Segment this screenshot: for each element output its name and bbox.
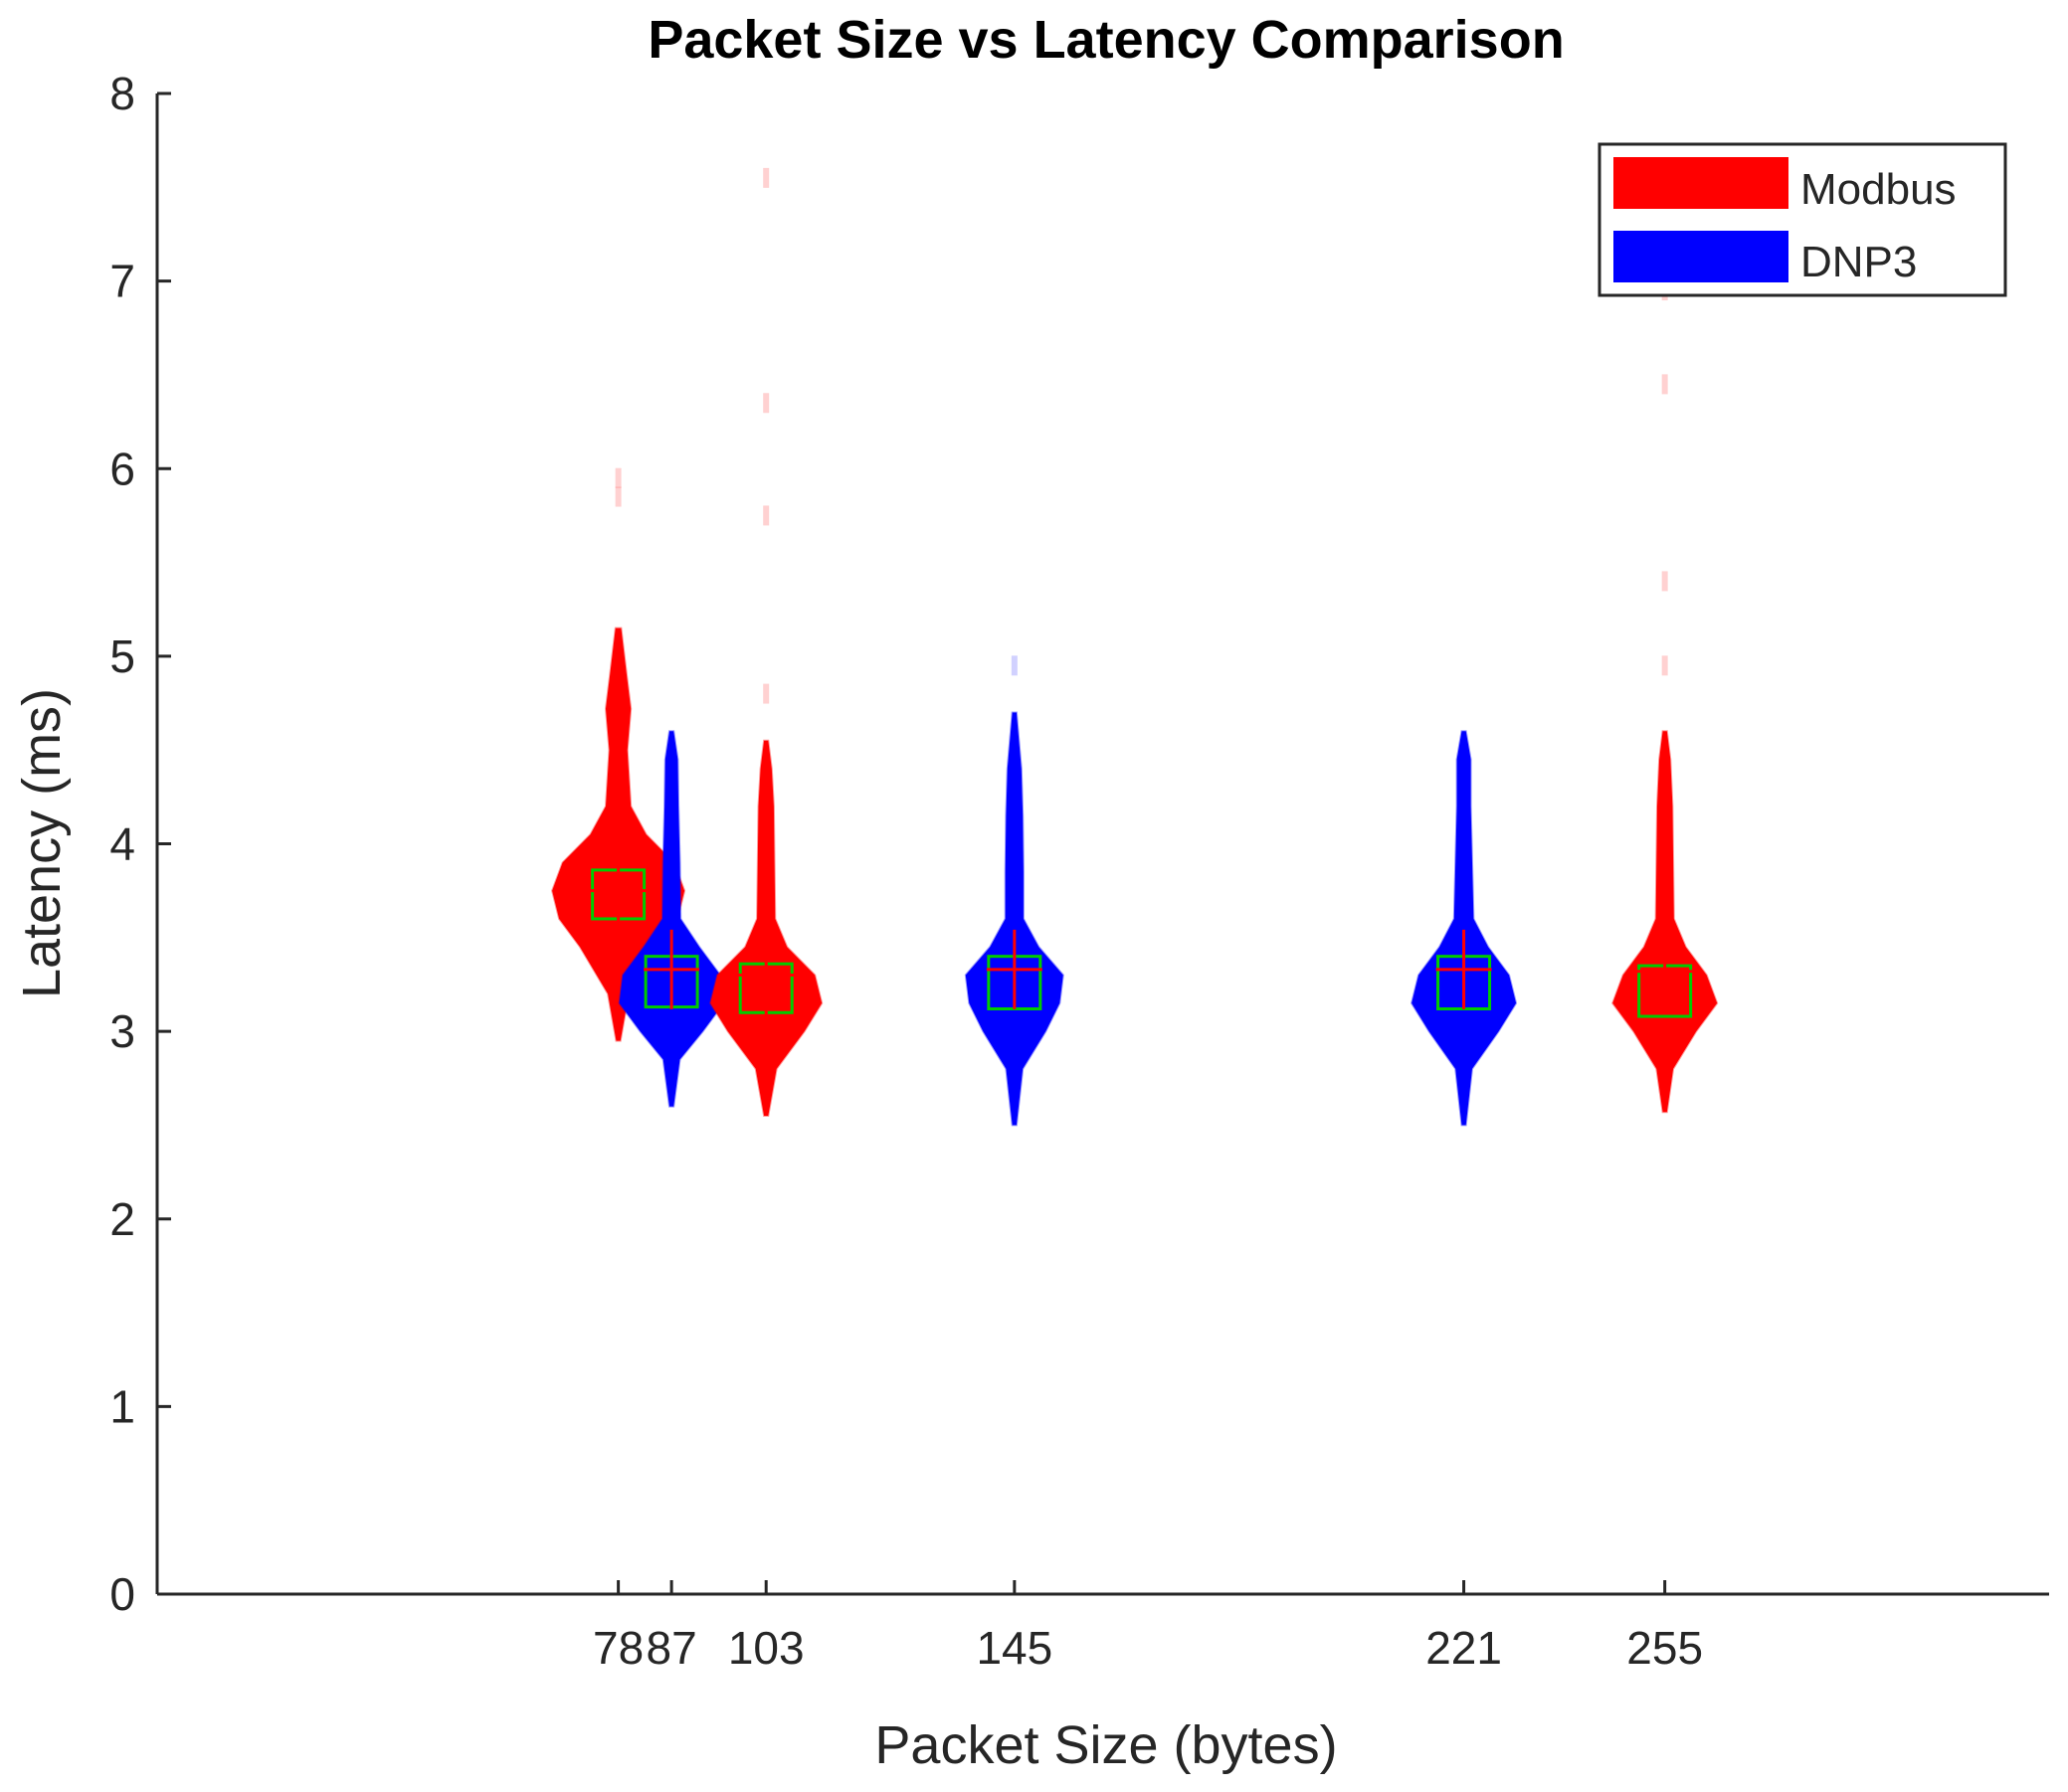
violin-modbus-255 (1611, 730, 1719, 1114)
y-tick-label: 1 (109, 1380, 135, 1432)
y-axis-label: Latency (ms) (12, 688, 72, 998)
y-tick-label: 0 (109, 1568, 135, 1620)
y-tick-label: 8 (109, 68, 135, 119)
outlier-point (763, 683, 770, 704)
y-ticks: 0 1 2 3 4 5 6 7 8 (109, 68, 171, 1620)
y-tick-label: 5 (109, 630, 135, 682)
violin-dnp3-221 (1410, 730, 1518, 1127)
x-tick-label: 87 (647, 1622, 697, 1674)
legend-swatch-dnp3 (1613, 231, 1788, 282)
outlier-point (615, 467, 622, 488)
outlier-point (1661, 374, 1668, 395)
outlier-point (763, 393, 770, 414)
x-tick-label: 145 (976, 1622, 1052, 1674)
x-tick-label: 103 (728, 1622, 805, 1674)
legend-label-modbus: Modbus (1800, 165, 1957, 214)
outlier-point (763, 505, 770, 526)
outlier-point (615, 486, 622, 507)
legend: Modbus DNP3 (1598, 142, 2007, 297)
violin-modbus-103 (709, 739, 824, 1117)
x-ticks: 78 87 103 145 221 255 (593, 1580, 1703, 1674)
legend-swatch-modbus (1613, 157, 1788, 209)
x-tick-label: 255 (1626, 1622, 1703, 1674)
outlier-point (1661, 655, 1668, 676)
y-tick-label: 4 (109, 818, 135, 870)
x-tick-label: 221 (1425, 1622, 1502, 1674)
chart-title: Packet Size vs Latency Comparison (648, 10, 1564, 70)
axes (155, 93, 2049, 1596)
violins-layer (551, 167, 1719, 1127)
boxes-layer (590, 850, 1693, 1018)
y-tick-label: 6 (109, 443, 135, 494)
y-tick-label: 7 (109, 256, 135, 307)
legend-label-dnp3: DNP3 (1800, 238, 1917, 286)
outlier-point (763, 167, 770, 188)
x-tick-label: 78 (593, 1622, 644, 1674)
outlier-point (1011, 655, 1018, 676)
y-tick-label: 2 (109, 1193, 135, 1245)
outlier-point (1661, 571, 1668, 592)
violin-dnp3-145 (964, 711, 1064, 1127)
x-axis-label: Packet Size (bytes) (874, 1715, 1337, 1775)
y-tick-label: 3 (109, 1005, 135, 1057)
